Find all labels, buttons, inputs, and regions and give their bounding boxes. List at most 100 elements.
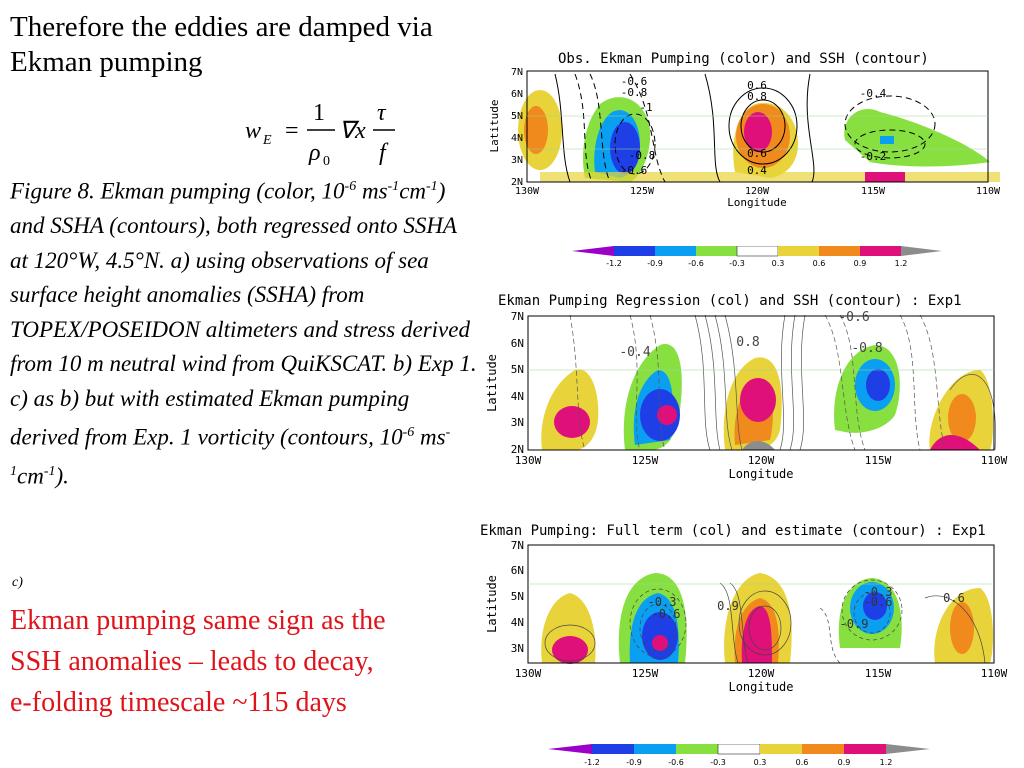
svg-text:1.2: 1.2 — [880, 758, 893, 767]
contour-label: 0.6 — [747, 79, 767, 92]
svg-text:120W: 120W — [748, 454, 775, 467]
svg-text:115W: 115W — [861, 186, 886, 197]
panel-a-title: Obs. Ekman Pumping (color) and SSH (cont… — [558, 51, 929, 67]
svg-text:0.9: 0.9 — [838, 758, 851, 767]
panel-b-title: Ekman Pumping Regression (col) and SSH (… — [498, 293, 962, 309]
panel-c-xlabel: Longitude — [728, 680, 793, 694]
svg-text:0.9: 0.9 — [854, 259, 867, 268]
panel-c-fills — [541, 573, 993, 664]
panel-b-ylabel: Latitude — [485, 354, 499, 412]
svg-text:2N: 2N — [511, 177, 523, 188]
svg-text:6N: 6N — [511, 89, 523, 100]
formula-lhs-sub: E — [262, 133, 272, 148]
svg-text:-0.6: -0.6 — [688, 259, 704, 268]
figure-caption: Figure 8. Ekman pumping (color, 10-6 ms-… — [10, 178, 477, 489]
contour-label: -0.4 — [860, 87, 887, 100]
svg-text:115W: 115W — [865, 667, 892, 680]
svg-text:-0.6: -0.6 — [668, 758, 684, 767]
svg-text:110W: 110W — [981, 454, 1008, 467]
svg-text:3N: 3N — [511, 155, 523, 166]
formula-lhs: w — [245, 118, 261, 144]
svg-text:-0.9: -0.9 — [626, 758, 642, 767]
contour-label: 0.4 — [747, 164, 767, 177]
svg-text:3N: 3N — [511, 416, 524, 429]
svg-text:0.6: 0.6 — [796, 758, 809, 767]
contour-label: -0.8 — [629, 149, 656, 162]
contour-label: 0.6 — [747, 147, 767, 160]
svg-text:0.3: 0.3 — [772, 259, 785, 268]
svg-text:-1.2: -1.2 — [606, 259, 622, 268]
svg-text:130W: 130W — [515, 186, 540, 197]
contour-label: -0.6 — [864, 595, 893, 609]
colorbar-top: -1.2 -0.9 -0.6 -0.3 0.3 0.6 0.9 1.2 — [572, 246, 942, 268]
ekman-formula: w E = 1 ρ 0 ∇x τ f — [245, 100, 395, 168]
panel-b-fills — [541, 344, 993, 450]
colorbar-bottom: -1.2 -0.9 -0.6 -0.3 0.3 0.6 0.9 1.2 — [548, 744, 930, 767]
formula-op: ∇x — [339, 118, 366, 144]
svg-text:7N: 7N — [511, 539, 524, 552]
svg-text:130W: 130W — [515, 667, 542, 680]
contour-label: -0.8 — [621, 86, 648, 99]
panel-c: Ekman Pumping: Full term (col) and estim… — [480, 518, 1024, 698]
panel-a-fills — [518, 90, 1000, 182]
svg-text:3N: 3N — [511, 642, 524, 655]
contour-label: -0.6 — [621, 75, 648, 88]
contour-label: -0.9 — [840, 617, 869, 631]
panel-b: Ekman Pumping Regression (col) and SSH (… — [480, 290, 1024, 486]
svg-text:110W: 110W — [981, 667, 1008, 680]
contour-label: -0.2 — [860, 150, 887, 163]
svg-text:=: = — [285, 118, 299, 144]
contour-label: -0.6 — [838, 310, 869, 325]
svg-text:6N: 6N — [511, 337, 524, 350]
svg-text:115W: 115W — [865, 454, 892, 467]
contour-label: -0.4 — [619, 345, 650, 360]
svg-text:7N: 7N — [511, 67, 523, 78]
svg-text:0.6: 0.6 — [813, 259, 826, 268]
panel-a-xlabel: Longitude — [727, 196, 787, 209]
svg-text:-0.3: -0.3 — [710, 758, 726, 767]
contour-label: -0.3 — [864, 585, 893, 599]
formula-num2: τ — [377, 100, 387, 126]
panel-b-xlabel: Longitude — [728, 467, 793, 481]
svg-text:0.3: 0.3 — [754, 758, 767, 767]
svg-text:-1.2: -1.2 — [584, 758, 600, 767]
svg-text:5N: 5N — [511, 590, 524, 603]
panel-a-ylabel: Latitude — [488, 100, 501, 153]
svg-text:4N: 4N — [511, 390, 524, 403]
contour-label: -0.3 — [648, 595, 677, 609]
svg-text:5N: 5N — [511, 111, 523, 122]
svg-text:125W: 125W — [632, 667, 659, 680]
contour-label: -0.8 — [851, 341, 882, 356]
contour-label: 0.8 — [747, 90, 767, 103]
contour-label: 0.9 — [717, 599, 739, 613]
svg-text:125W: 125W — [632, 454, 659, 467]
svg-text:110W: 110W — [976, 186, 1001, 197]
svg-text:4N: 4N — [511, 133, 523, 144]
svg-text:120W: 120W — [745, 186, 770, 197]
svg-text:125W: 125W — [630, 186, 655, 197]
svg-text:7N: 7N — [511, 310, 524, 323]
svg-text:1.2: 1.2 — [895, 259, 908, 268]
panel-c-ylabel: Latitude — [485, 575, 499, 633]
svg-text:-0.3: -0.3 — [729, 259, 745, 268]
formula-den1-sub: 0 — [323, 154, 330, 168]
svg-text:2N: 2N — [511, 443, 524, 456]
panel-c-label: c) — [12, 575, 23, 590]
svg-text:5N: 5N — [511, 363, 524, 376]
contour-label: 0.6 — [943, 591, 965, 605]
svg-text:130W: 130W — [515, 454, 542, 467]
panel-c-title: Ekman Pumping: Full term (col) and estim… — [480, 523, 986, 539]
contour-label: -0.6 — [652, 607, 681, 621]
panel-a: Obs. Ekman Pumping (color) and SSH (cont… — [480, 44, 1020, 214]
formula-den2: f — [379, 140, 389, 166]
formula-num1: 1 — [313, 100, 325, 126]
contour-label: -1 — [639, 101, 652, 114]
slide-title: Therefore the eddies are damped via Ekma… — [10, 11, 433, 78]
formula-den1: ρ — [308, 140, 321, 166]
svg-text:6N: 6N — [511, 564, 524, 577]
svg-text:4N: 4N — [511, 616, 524, 629]
conclusion-note: Ekman pumping same sign as the SSH anoma… — [10, 605, 386, 718]
svg-text:120W: 120W — [748, 667, 775, 680]
svg-text:-0.9: -0.9 — [647, 259, 663, 268]
contour-label: -0.6 — [621, 164, 648, 177]
